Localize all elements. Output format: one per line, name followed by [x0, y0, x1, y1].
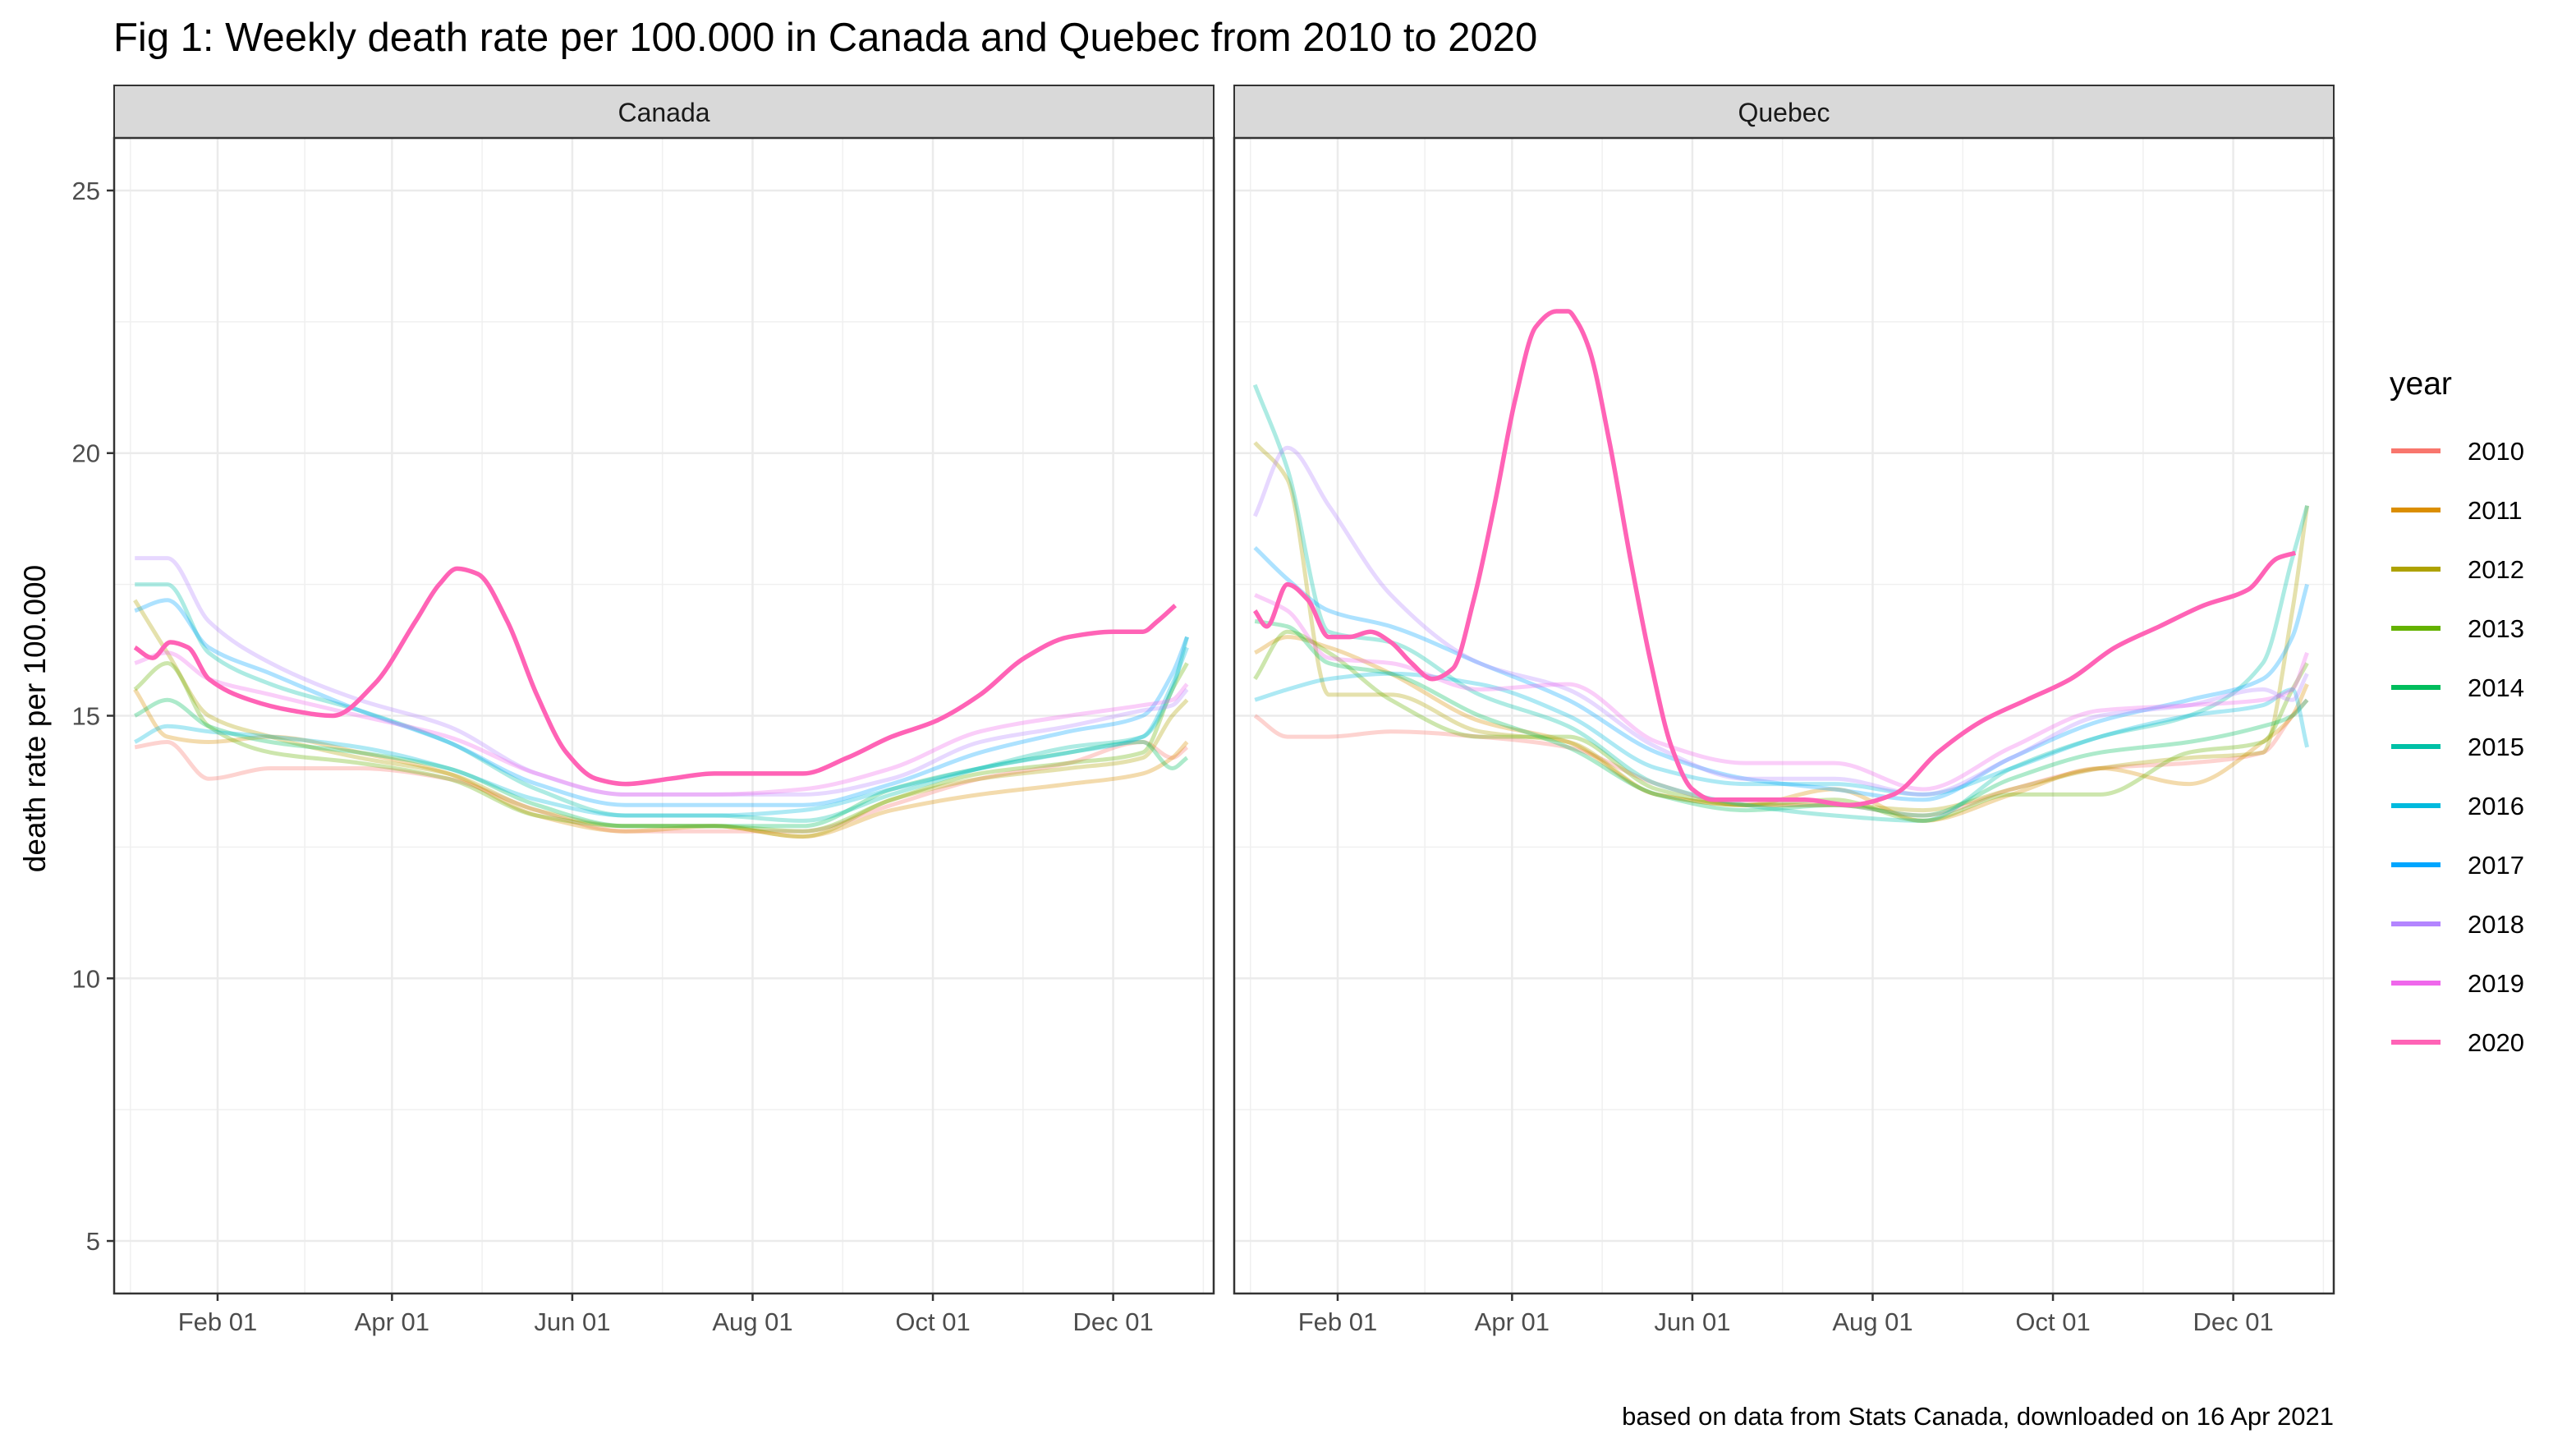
y-axis-label: death rate per 100.000 — [18, 565, 52, 872]
y-tick-label: 20 — [72, 439, 100, 468]
x-tick-label: Aug 01 — [712, 1307, 792, 1336]
legend: 2010 2011 2012 2013 2014 2015 2016 2017 2018 2019… — [2391, 437, 2524, 1057]
legend-item-2013: 2013 — [2391, 614, 2524, 643]
legend-item-2018: 2018 — [2391, 910, 2524, 939]
x-tick-label: Jun 01 — [1654, 1307, 1730, 1336]
legend-label: 2014 — [2468, 673, 2524, 702]
series-line-canada-2016 — [134, 646, 1189, 818]
panel-quebec: Quebec Feb 01 Apr 01 Jun 01 Aug 01 Oct 01 Dec … — [1233, 85, 2335, 1336]
y-tick-label: 5 — [86, 1227, 100, 1256]
legend-item-2016: 2016 — [2391, 792, 2524, 820]
series-line-quebec-2020 — [1252, 309, 2297, 807]
series-line-quebec-2017 — [1253, 546, 2310, 802]
series-line-canada-2015 — [135, 582, 1190, 823]
legend-label: 2020 — [2468, 1028, 2524, 1057]
gridlines — [114, 138, 1214, 1293]
series-line-quebec-2010 — [1253, 698, 2309, 818]
x-tick-label: Aug 01 — [1832, 1307, 1912, 1336]
series-line-quebec-2012 — [1253, 441, 2310, 813]
gridlines — [1234, 138, 2334, 1293]
series-line-canada-2013 — [133, 661, 1189, 834]
legend-title: year — [2390, 366, 2452, 402]
panel-strip — [113, 85, 1215, 139]
panels: Canada 5 10 15 20 25 Feb 01 Apr 01 Jun 01 Aug 01 O… — [72, 85, 2335, 1336]
chart-title: Fig 1: Weekly death rate per 100.000 in … — [113, 16, 1537, 60]
legend-label: 2019 — [2468, 969, 2524, 998]
y-tick-label: 10 — [72, 964, 100, 993]
x-tick-label: Feb 01 — [1298, 1307, 1378, 1336]
panel-border — [1233, 136, 2335, 1295]
x-tick-label: Apr 01 — [355, 1307, 429, 1336]
legend-label: 2010 — [2468, 437, 2524, 466]
legend-item-2012: 2012 — [2391, 555, 2524, 584]
legend-label: 2017 — [2468, 851, 2524, 880]
legend-item-2014: 2014 — [2391, 673, 2524, 702]
legend-item-2015: 2015 — [2391, 733, 2524, 761]
panel-canada: Canada 5 10 15 20 25 Feb 01 Apr 01 Jun 01 Aug 01 O… — [72, 85, 1215, 1336]
series-line-quebec-2019 — [1254, 593, 2309, 792]
panel-strip-label: Quebec — [1738, 98, 1830, 127]
series-line-canada-2010 — [134, 740, 1189, 834]
legend-label: 2012 — [2468, 555, 2524, 584]
legend-label: 2015 — [2468, 733, 2524, 761]
series-line-canada-2019 — [134, 650, 1189, 797]
series-lines — [133, 556, 1190, 839]
y-tick-label: 15 — [72, 702, 100, 731]
caption: based on data from Stats Canada, downloa… — [1622, 1402, 2334, 1431]
x-tick-label: Oct 01 — [2015, 1307, 2090, 1336]
x-tick-label: Feb 01 — [178, 1307, 258, 1336]
legend-item-2019: 2019 — [2391, 969, 2524, 998]
legend-item-2010: 2010 — [2391, 437, 2524, 466]
x-tick-label: Oct 01 — [895, 1307, 970, 1336]
legend-label: 2011 — [2468, 496, 2523, 525]
x-tick-label: Apr 01 — [1475, 1307, 1550, 1336]
legend-item-2011: 2011 — [2391, 496, 2523, 525]
x-tick-label: Dec 01 — [2193, 1307, 2274, 1336]
legend-item-2017: 2017 — [2391, 851, 2524, 880]
series-lines — [1252, 309, 2310, 823]
panel-strip-label: Canada — [618, 98, 709, 127]
series-line-quebec-2014 — [1254, 618, 2309, 818]
series-line-quebec-2016 — [1254, 671, 2310, 797]
series-line-canada-2020 — [133, 566, 1178, 787]
legend-label: 2013 — [2468, 614, 2524, 643]
series-line-canada-2012 — [133, 599, 1189, 839]
series-line-canada-2011 — [133, 688, 1189, 839]
x-tick-label: Dec 01 — [1073, 1307, 1154, 1336]
series-line-canada-2014 — [134, 697, 1189, 829]
series-line-quebec-2013 — [1253, 629, 2309, 823]
x-tick-label: Jun 01 — [534, 1307, 610, 1336]
legend-label: 2016 — [2468, 792, 2524, 820]
series-line-canada-2017 — [134, 598, 1189, 807]
series-line-quebec-2018 — [1252, 445, 2309, 797]
series-line-quebec-2011 — [1254, 635, 2309, 823]
y-tick-label: 25 — [72, 177, 100, 205]
series-line-canada-2018 — [135, 556, 1189, 797]
legend-label: 2018 — [2468, 910, 2524, 939]
legend-item-2020: 2020 — [2391, 1028, 2524, 1057]
